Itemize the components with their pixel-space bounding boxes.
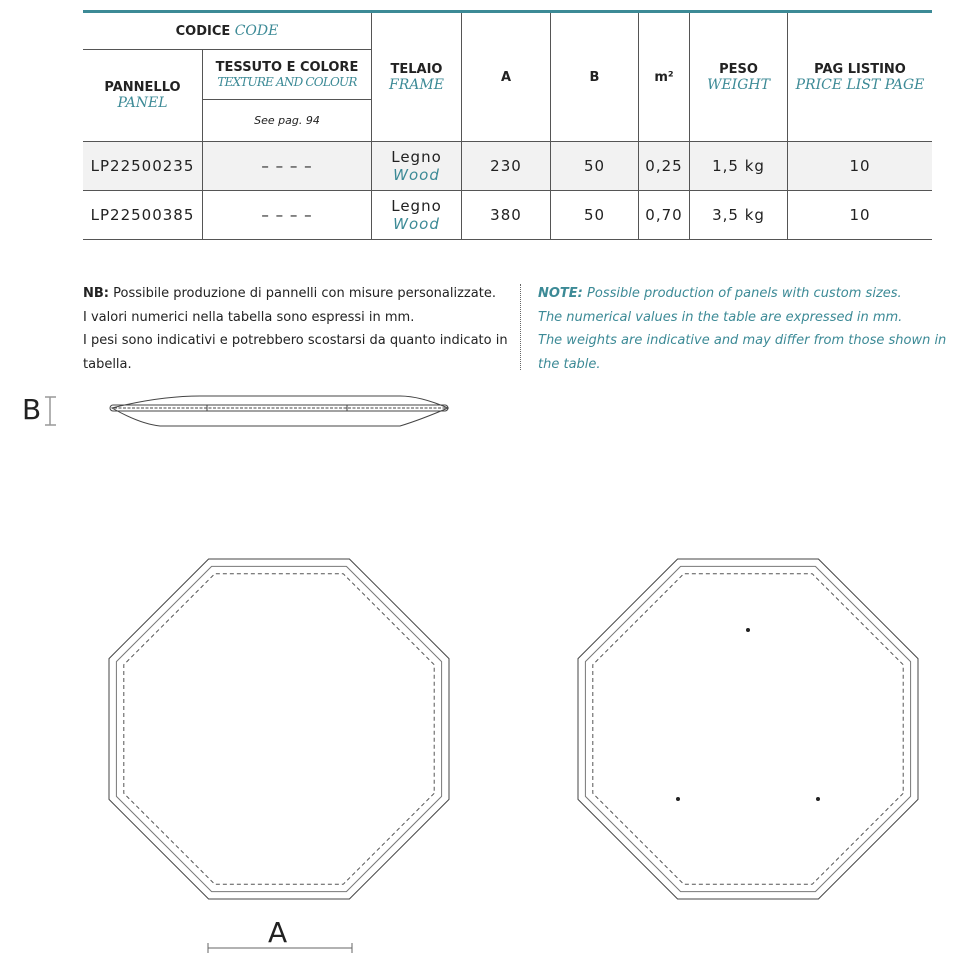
note-line: I pesi sono indicativi e potrebbero scos… bbox=[83, 333, 508, 372]
header-text-en: CODE bbox=[234, 23, 279, 39]
header-tessuto: TESSUTO E COLORE bbox=[215, 60, 359, 75]
note-line: Possibile produzione di pannelli con mis… bbox=[113, 286, 496, 301]
side-view-panel bbox=[109, 395, 450, 427]
header-telaio: TELAIO bbox=[390, 61, 443, 77]
panel-outline bbox=[123, 573, 435, 885]
header-weight: WEIGHT bbox=[707, 76, 770, 93]
front-view-panel bbox=[108, 558, 450, 900]
mounting-point bbox=[676, 797, 680, 801]
cell-tessuto: – – – – bbox=[202, 141, 372, 191]
dimension-a-marker bbox=[207, 943, 353, 953]
notes-divider bbox=[520, 284, 521, 370]
header-pag: PAG LISTINO bbox=[814, 61, 906, 77]
header-price-page: PRICE LIST PAGE bbox=[795, 76, 925, 93]
cell-page: 10 bbox=[787, 141, 932, 191]
cell-b: 50 bbox=[550, 190, 639, 240]
cell-m2: 0,25 bbox=[638, 141, 690, 191]
header-codice: CODICE CODE bbox=[83, 11, 372, 50]
cell-frame-en: Wood bbox=[393, 215, 440, 233]
header-texture: TEXTURE AND COLOUR bbox=[217, 75, 357, 89]
dimension-b-marker bbox=[45, 396, 56, 426]
cell-a: 380 bbox=[461, 190, 551, 240]
notes-italian: NB: Possibile produzione di pannelli con… bbox=[83, 282, 508, 376]
label-b: B bbox=[22, 393, 42, 426]
note-line: The weights are indicative and may diffe… bbox=[538, 333, 947, 372]
header-m2: m² bbox=[638, 11, 690, 142]
panel-outline bbox=[577, 558, 919, 900]
cell-frame-en: Wood bbox=[393, 166, 440, 184]
cell-a: 230 bbox=[461, 141, 551, 191]
panel-outline bbox=[584, 565, 912, 893]
panel-outline bbox=[592, 573, 904, 885]
notes-english: NOTE: Possible production of panels with… bbox=[538, 282, 958, 376]
cell-page: 10 bbox=[787, 190, 932, 240]
panel-outline bbox=[115, 565, 443, 893]
header-b: B bbox=[550, 11, 639, 142]
panel-outline bbox=[108, 558, 450, 900]
note-label: NB: bbox=[83, 286, 109, 301]
header-peso: PESO bbox=[719, 61, 758, 77]
mounting-point bbox=[816, 797, 820, 801]
mounting-point bbox=[746, 628, 750, 632]
see-page: See pag. 94 bbox=[202, 99, 372, 142]
note-line: The numerical values in the table are ex… bbox=[538, 309, 903, 325]
note-line: Possible production of panels with custo… bbox=[587, 286, 902, 301]
cell-b: 50 bbox=[550, 141, 639, 191]
header-pannello: PANNELLO bbox=[104, 80, 181, 95]
note-label: NOTE: bbox=[538, 286, 583, 301]
note-line: I valori numerici nella tabella sono esp… bbox=[83, 309, 415, 325]
product-table: CODICE CODE TELAIO FRAME A B m² PESO WEIGH… bbox=[83, 10, 932, 240]
cell-code: LP22500385 bbox=[83, 190, 203, 240]
table-row: LP22500385 – – – – Legno Wood 380 50 0,70… bbox=[83, 190, 932, 240]
header-frame: FRAME bbox=[389, 76, 444, 93]
cell-m2: 0,70 bbox=[638, 190, 690, 240]
cell-tessuto: – – – – bbox=[202, 190, 372, 240]
table-row: LP22500235 – – – – Legno Wood 230 50 0,25… bbox=[83, 141, 932, 191]
label-a: A bbox=[268, 916, 288, 949]
cell-weight: 1,5 kg bbox=[689, 141, 788, 191]
cell-code: LP22500235 bbox=[83, 141, 203, 191]
back-view-panel bbox=[577, 558, 919, 900]
cell-frame: Legno bbox=[391, 148, 442, 166]
cell-frame: Legno bbox=[391, 197, 442, 215]
header-panel: PANEL bbox=[117, 95, 168, 111]
header-text: CODICE bbox=[175, 24, 231, 39]
cell-weight: 3,5 kg bbox=[689, 190, 788, 240]
